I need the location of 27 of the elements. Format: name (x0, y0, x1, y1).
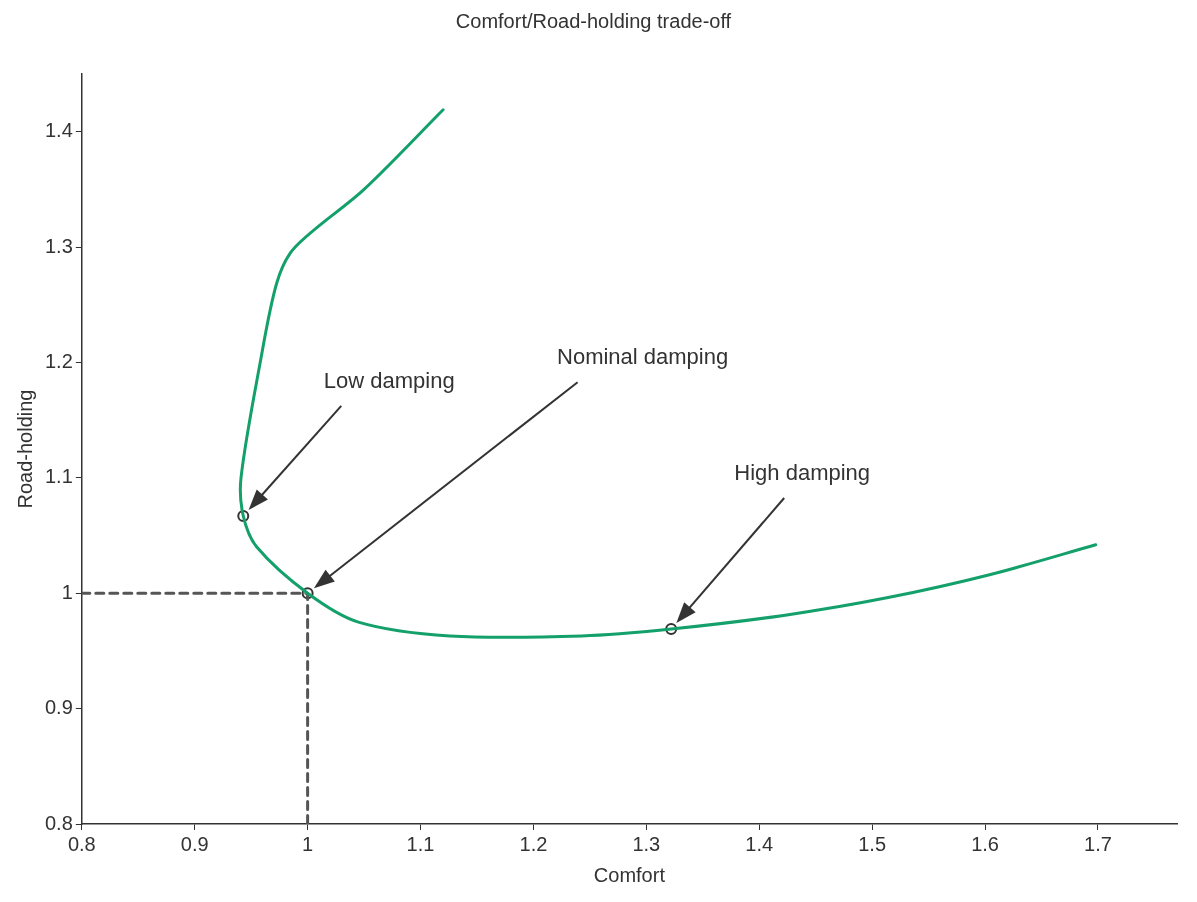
x-tick-label: 1.1 (406, 832, 435, 855)
y-tick-label: 1.1 (44, 465, 73, 488)
y-tick-label: 1.4 (44, 119, 73, 142)
x-tick-label: 1.4 (745, 832, 774, 855)
annotation: High damping (734, 460, 871, 486)
annotation: Nominal damping (557, 344, 729, 371)
y-tick-label: 0.9 (44, 696, 73, 719)
chart-title: Comfort/Road-holding trade-off (455, 9, 732, 32)
x-tick-label: 1 (302, 832, 314, 855)
y-tick-label: 1 (61, 580, 73, 603)
point (665, 623, 678, 635)
point (237, 509, 250, 522)
x-tick-label: 1.5 (858, 832, 887, 855)
x-tick-label: 1.2 (519, 832, 548, 855)
point (301, 587, 314, 600)
x-tick-label: 0.8 (67, 832, 96, 855)
x-tick-label: 1.7 (1084, 832, 1112, 855)
x-tick-label: 1.6 (971, 832, 999, 855)
y-tick-label: 0.8 (44, 811, 73, 834)
y-axis-title: Road-holding (13, 389, 36, 509)
annotation: Low damping (323, 367, 455, 394)
x-tick-label: 0.9 (180, 832, 209, 855)
x-axis-title: Comfort (593, 863, 666, 886)
y-tick-label: 1.3 (44, 234, 73, 257)
line-series (238, 108, 1098, 639)
x-tick-label: 1.3 (632, 832, 661, 855)
y-tick-label: 1.2 (44, 349, 73, 372)
